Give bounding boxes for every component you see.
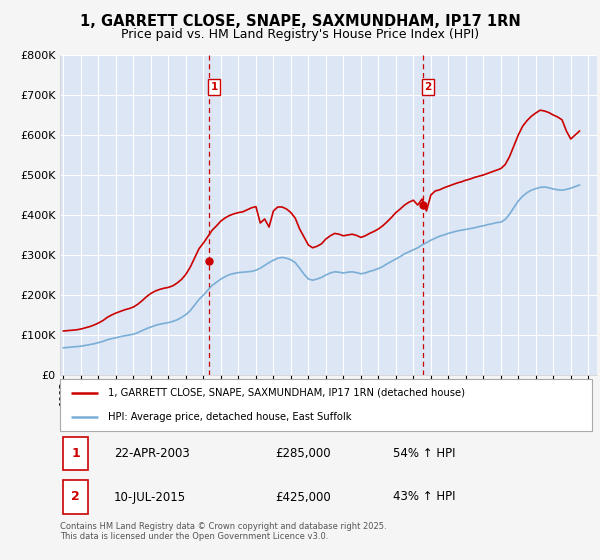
Text: 1: 1 <box>211 82 218 92</box>
FancyBboxPatch shape <box>60 379 592 431</box>
Text: 1, GARRETT CLOSE, SNAPE, SAXMUNDHAM, IP17 1RN: 1, GARRETT CLOSE, SNAPE, SAXMUNDHAM, IP1… <box>80 14 520 29</box>
Text: £425,000: £425,000 <box>275 491 331 503</box>
Text: 2: 2 <box>71 491 80 503</box>
FancyBboxPatch shape <box>62 480 88 514</box>
Text: 1, GARRETT CLOSE, SNAPE, SAXMUNDHAM, IP17 1RN (detached house): 1, GARRETT CLOSE, SNAPE, SAXMUNDHAM, IP1… <box>109 388 466 398</box>
Text: 43% ↑ HPI: 43% ↑ HPI <box>393 491 455 503</box>
Text: 22-APR-2003: 22-APR-2003 <box>114 447 190 460</box>
Text: Price paid vs. HM Land Registry's House Price Index (HPI): Price paid vs. HM Land Registry's House … <box>121 28 479 41</box>
Text: £285,000: £285,000 <box>275 447 331 460</box>
Text: 54% ↑ HPI: 54% ↑ HPI <box>393 447 455 460</box>
FancyBboxPatch shape <box>62 437 88 470</box>
Text: Contains HM Land Registry data © Crown copyright and database right 2025.
This d: Contains HM Land Registry data © Crown c… <box>60 522 386 542</box>
Text: HPI: Average price, detached house, East Suffolk: HPI: Average price, detached house, East… <box>109 412 352 422</box>
Text: 10-JUL-2015: 10-JUL-2015 <box>114 491 186 503</box>
Text: 1: 1 <box>71 447 80 460</box>
Text: 2: 2 <box>424 82 431 92</box>
